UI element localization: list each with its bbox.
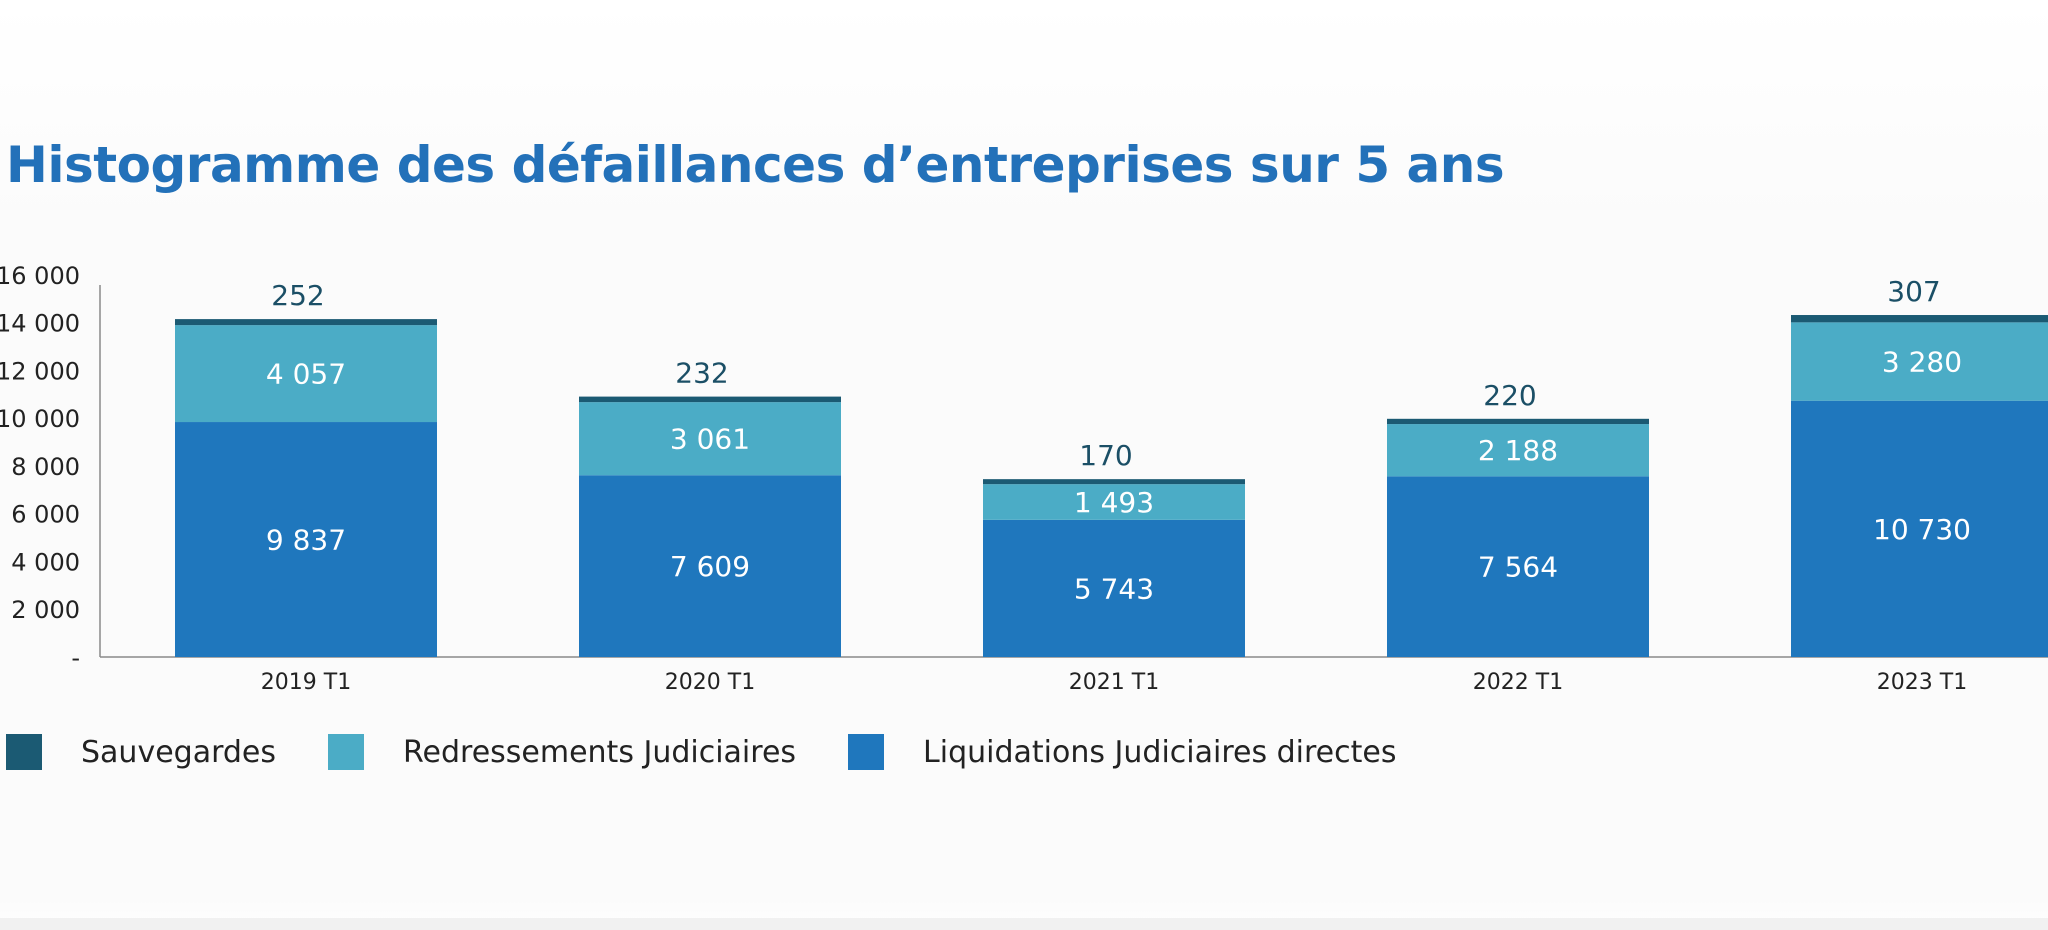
legend-item-sauvegardes: Sauvegardes <box>6 734 328 770</box>
bar-segment <box>1387 476 1649 657</box>
plot-area: - 2 000 4 000 6 000 8 000 10 000 12 000 14 000 1… <box>0 262 2048 695</box>
y-tick-label: 14 000 <box>0 310 80 338</box>
legend-swatch-sauvegardes <box>6 734 42 770</box>
data-label: 9 837 <box>266 524 346 557</box>
data-label: 7 609 <box>670 550 750 583</box>
y-tick-label: 8 000 <box>11 453 80 481</box>
y-tick-label: 16 000 <box>0 262 80 290</box>
bar-segment <box>1791 315 2048 323</box>
bar-segment <box>579 475 841 657</box>
data-label: 2 188 <box>1478 434 1558 467</box>
legend-item-liquidations: Liquidations Judiciaires directes <box>848 734 1448 770</box>
legend-item-redressements: Redressements Judiciaires <box>328 734 848 770</box>
y-tick-label: 12 000 <box>0 357 80 385</box>
data-label: 307 <box>1887 275 1940 308</box>
x-tick-label: 2019 T1 <box>261 670 351 695</box>
data-label: 10 730 <box>1873 513 1971 546</box>
bar-segment <box>579 396 841 403</box>
bar-segment <box>983 479 1245 485</box>
data-label: 220 <box>1483 379 1536 412</box>
bar-segment <box>1791 322 2048 401</box>
bar-segment <box>1387 424 1649 477</box>
legend-label-redressements: Redressements Judiciaires <box>403 734 797 770</box>
data-label: 3 280 <box>1882 346 1962 379</box>
data-label: 7 564 <box>1478 551 1558 584</box>
bar-segment <box>579 402 841 476</box>
y-tick-label: 4 000 <box>11 548 80 576</box>
chart-legend: Sauvegardes Redressements Judiciaires Li… <box>6 728 1448 776</box>
x-tick-label: 2021 T1 <box>1069 670 1159 695</box>
y-tick-label: 10 000 <box>0 405 80 433</box>
legend-swatch-redressements <box>328 734 365 770</box>
y-tick-label: 6 000 <box>11 501 80 529</box>
y-tick-label: - <box>71 644 80 672</box>
y-tick-label: 2 000 <box>11 596 80 624</box>
legend-swatch-liquidations <box>848 734 885 770</box>
bar-segment <box>1791 400 2048 657</box>
legend-label-sauvegardes: Sauvegardes <box>81 734 277 770</box>
bar-segment <box>983 519 1245 657</box>
x-tick-label: 2020 T1 <box>665 670 755 695</box>
bar-segment <box>983 484 1245 520</box>
x-tick-label: 2022 T1 <box>1473 670 1563 695</box>
x-tick-label: 2023 T1 <box>1877 670 1967 695</box>
data-label: 170 <box>1079 439 1132 472</box>
bar-segment <box>175 325 437 423</box>
bar-segment <box>1387 418 1649 425</box>
data-label: 4 057 <box>266 358 346 391</box>
data-label: 252 <box>271 279 324 312</box>
bar-segment <box>175 319 437 326</box>
chart-title: Histogramme des défaillances d’entrepris… <box>6 136 1505 194</box>
data-label: 232 <box>675 357 728 390</box>
data-label: 5 743 <box>1074 572 1154 605</box>
data-label: 1 493 <box>1074 486 1154 519</box>
data-label: 3 061 <box>670 423 750 456</box>
bar-segment <box>175 422 437 657</box>
legend-label-liquidations: Liquidations Judiciaires directes <box>923 734 1397 770</box>
bottom-strip <box>0 918 2048 930</box>
